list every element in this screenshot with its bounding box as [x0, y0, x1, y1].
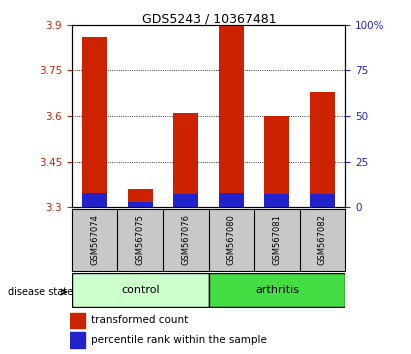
Bar [310, 92, 335, 207]
Bar [173, 113, 199, 207]
Bar [70, 313, 85, 328]
Bar [70, 332, 85, 348]
Text: GSM567076: GSM567076 [181, 214, 190, 266]
Text: GSM567080: GSM567080 [227, 215, 236, 265]
Bar [82, 37, 107, 207]
Text: arthritis: arthritis [255, 285, 299, 295]
FancyBboxPatch shape [72, 273, 209, 307]
FancyBboxPatch shape [209, 273, 345, 307]
Text: GSM567082: GSM567082 [318, 215, 327, 265]
Bar [128, 202, 153, 207]
Bar [264, 194, 289, 207]
Bar [173, 194, 199, 207]
Text: GDS5243 / 10367481: GDS5243 / 10367481 [142, 12, 277, 25]
Text: percentile rank within the sample: percentile rank within the sample [91, 335, 267, 345]
Text: GSM567074: GSM567074 [90, 215, 99, 265]
Text: disease state: disease state [8, 287, 73, 297]
Bar [82, 193, 107, 207]
Text: GSM567075: GSM567075 [136, 215, 145, 265]
Text: GSM567081: GSM567081 [272, 215, 282, 265]
Bar [219, 25, 244, 207]
Bar [264, 116, 289, 207]
Bar [128, 189, 153, 207]
Text: transformed count: transformed count [91, 315, 189, 325]
Bar [310, 194, 335, 207]
Text: control: control [121, 285, 159, 295]
Bar [219, 193, 244, 207]
